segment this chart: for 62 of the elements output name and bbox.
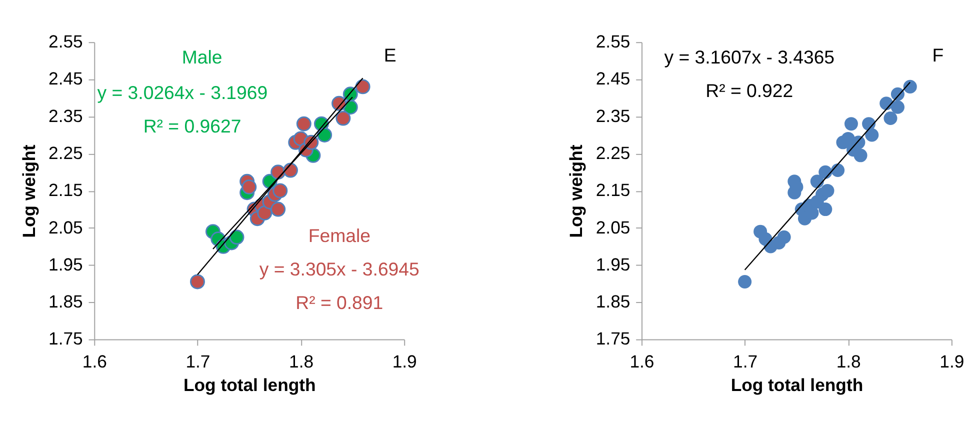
point (190, 274, 205, 290)
point (257, 206, 272, 220)
point (844, 117, 858, 131)
point (790, 180, 804, 194)
y-tick-label: 1.85 (596, 292, 630, 312)
y-axis-title: Log weight (18, 144, 39, 238)
x-tick-label: 1.6 (82, 351, 108, 372)
x-tick-label: 1.7 (733, 351, 758, 372)
point (272, 183, 288, 198)
x-tick-label: 1.9 (392, 351, 417, 372)
x-tick-label: 1.8 (289, 351, 314, 372)
x-tick-label: 1.7 (186, 351, 210, 372)
x-axis-title: Log total length (183, 374, 316, 395)
y-tick-label: 1.75 (596, 328, 630, 349)
annotation: y = 3.0264x - 3.1969 (97, 82, 268, 103)
y-tick-label: 2.05 (48, 217, 84, 238)
y-tick-label: 2.35 (596, 106, 630, 126)
y-tick-label: 2.55 (596, 32, 630, 52)
point (880, 96, 894, 110)
x-axis-title: Log total length (730, 374, 864, 395)
y-tick-label: 2.15 (596, 180, 630, 200)
y-tick-label: 2.25 (48, 142, 84, 163)
annotation: R² = 0.891 (296, 292, 384, 313)
x-tick-label: 1.8 (836, 351, 862, 372)
point (355, 79, 370, 94)
point (336, 110, 351, 126)
point (738, 274, 752, 288)
point (270, 202, 286, 217)
annotation: R² = 0.922 (706, 80, 794, 102)
annotation: F (932, 44, 944, 66)
y-tick-label: 2.35 (48, 106, 84, 126)
point (777, 230, 791, 244)
y-tick-label: 1.85 (48, 292, 84, 312)
x-tick-label: 1.9 (940, 351, 964, 372)
x-tick-label: 1.6 (630, 351, 654, 372)
annotation: y = 3.305x - 3.6945 (259, 258, 420, 280)
point (242, 180, 257, 194)
y-tick-label: 2.55 (48, 32, 84, 52)
y-tick-label: 2.25 (596, 142, 630, 163)
annotation: R² = 0.9627 (143, 115, 242, 136)
point (317, 128, 332, 142)
point (890, 100, 904, 114)
point (229, 230, 244, 245)
y-tick-label: 2.45 (48, 68, 84, 89)
annotation: y = 3.1607x - 3.4365 (664, 46, 835, 68)
annotation: E (384, 44, 396, 66)
point (818, 202, 832, 216)
y-tick-label: 1.75 (48, 328, 84, 349)
y-tick-label: 2.45 (596, 68, 630, 89)
y-tick-label: 2.05 (596, 217, 630, 238)
point (865, 128, 879, 142)
text: Male (182, 46, 222, 68)
y-axis-title: Log weight (566, 144, 586, 238)
series-label: Female (308, 225, 370, 246)
point (296, 116, 312, 132)
point (820, 184, 834, 198)
point (903, 80, 917, 94)
y-tick-label: 2.15 (48, 180, 84, 200)
point (884, 112, 898, 126)
point (831, 164, 845, 178)
y-tick-label: 1.95 (596, 254, 630, 274)
y-tick-label: 1.95 (48, 254, 84, 274)
